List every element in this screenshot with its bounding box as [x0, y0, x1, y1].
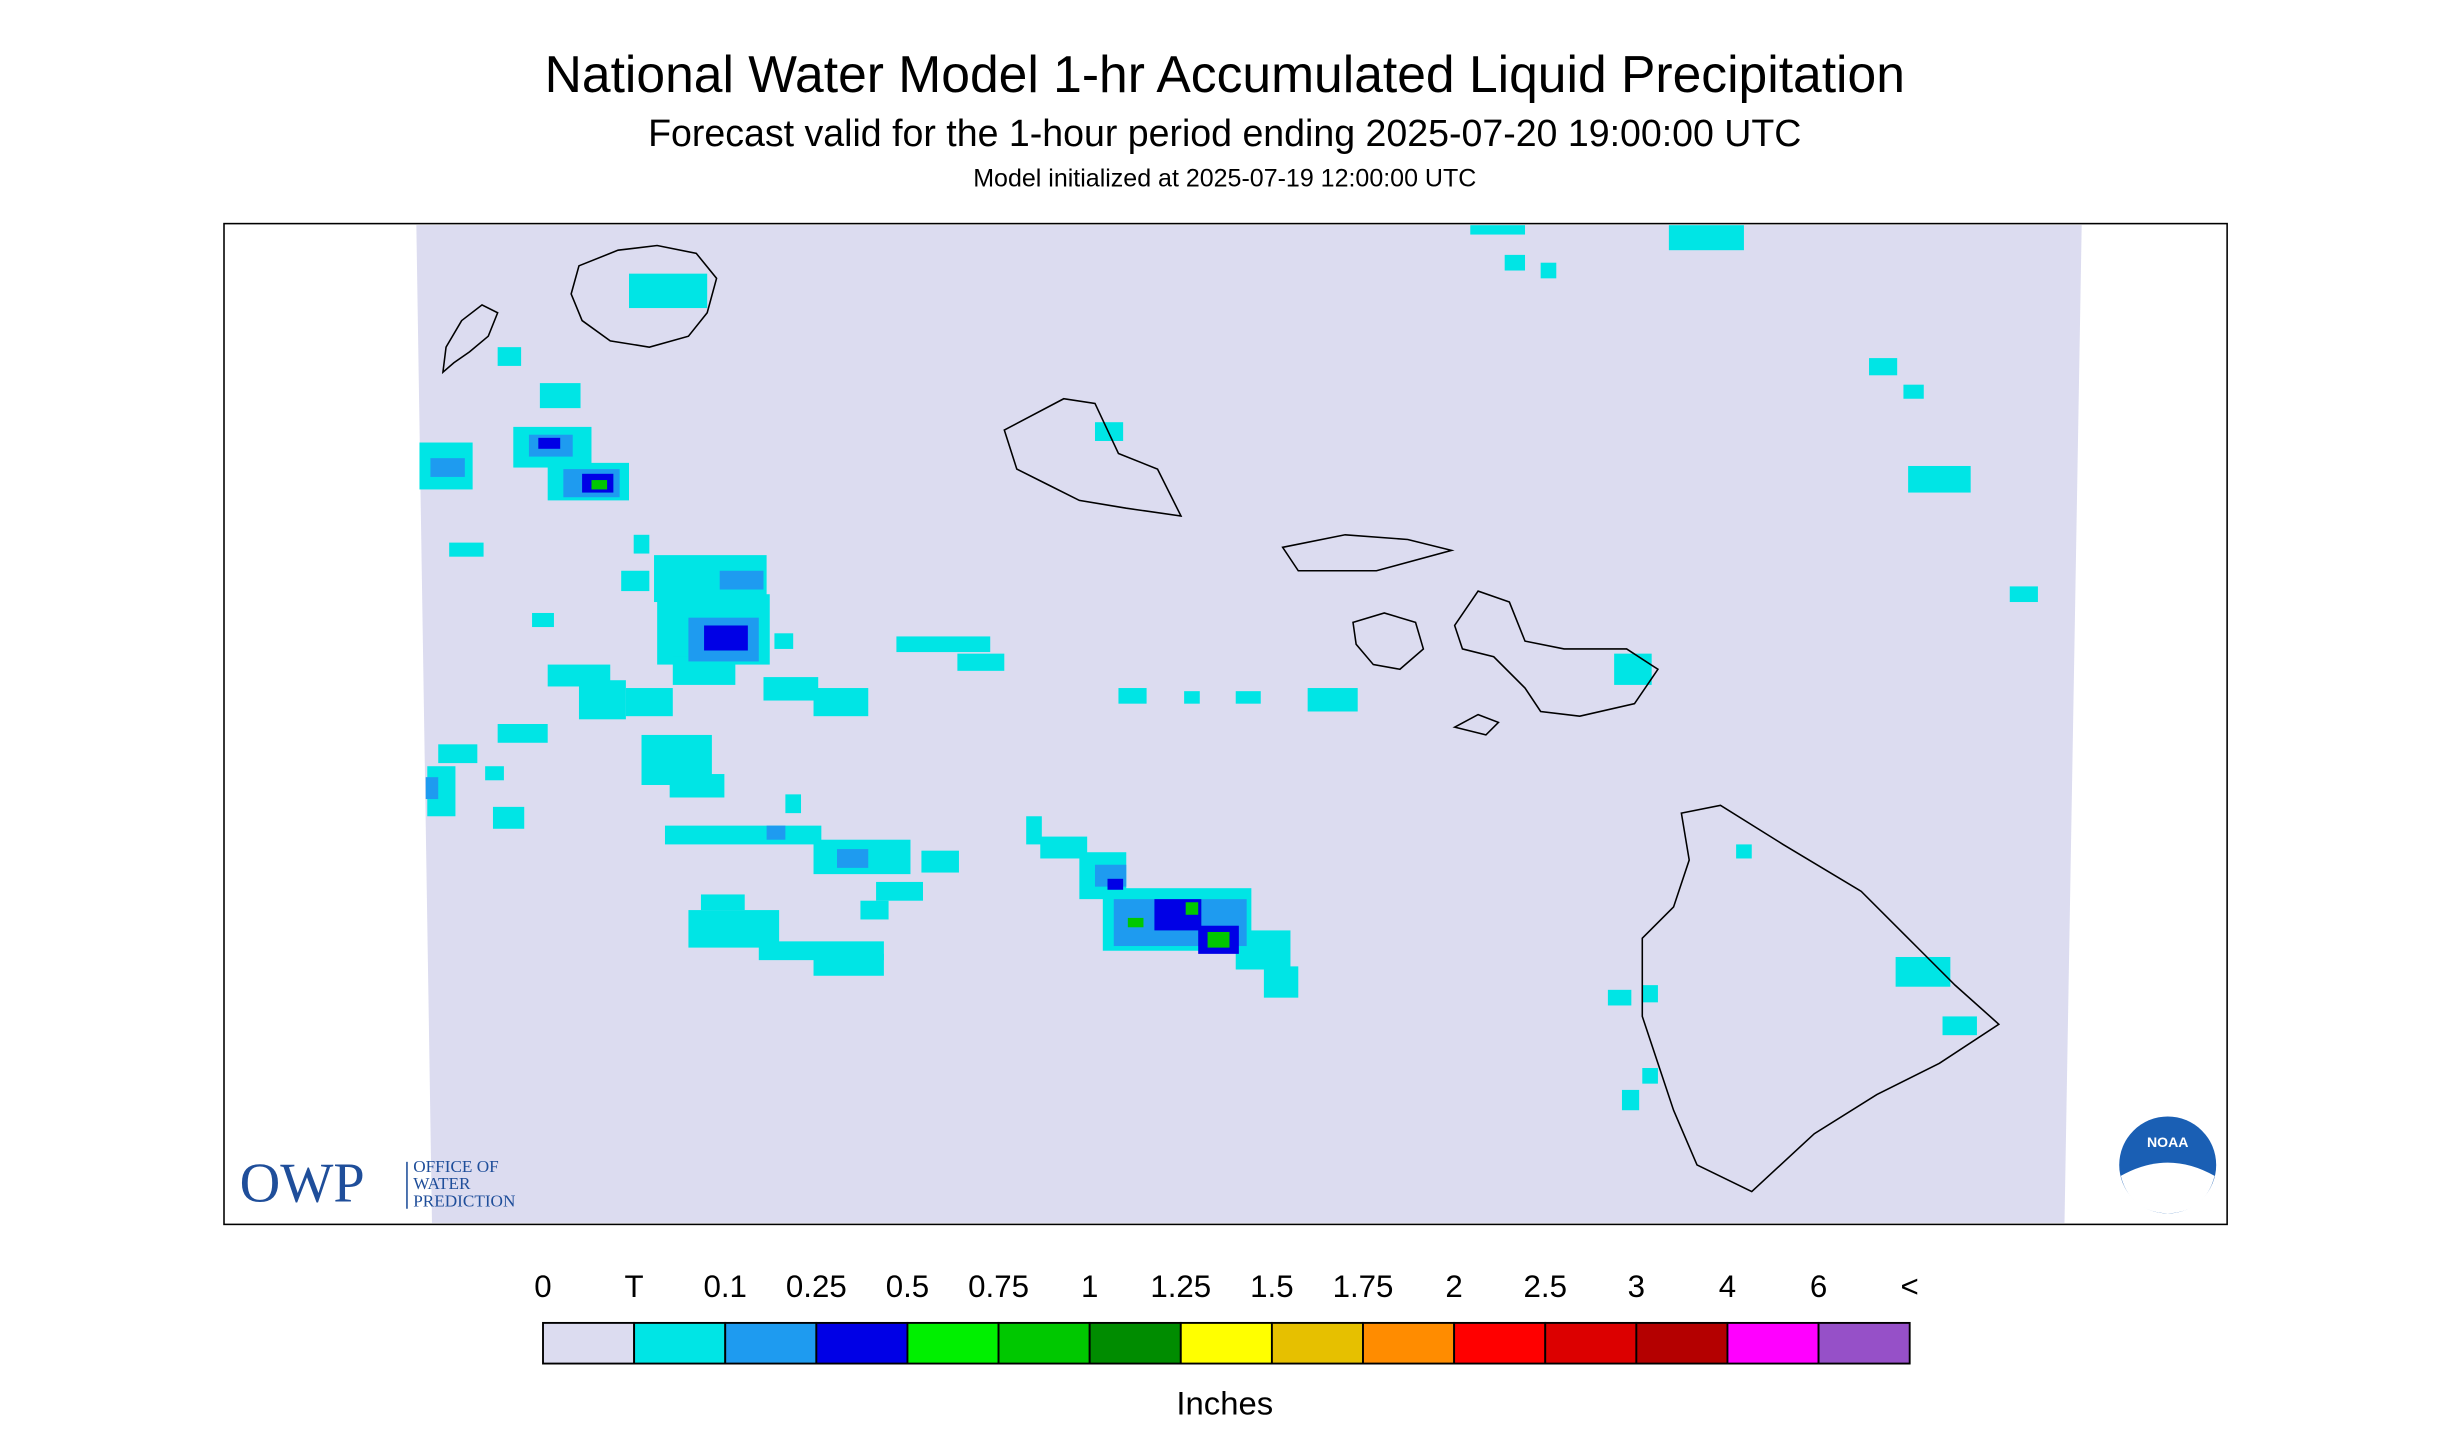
- noaa-text: NOAA: [2147, 1134, 2188, 1150]
- legend-swatch: [542, 1321, 636, 1365]
- legend-label: 1: [1081, 1269, 1098, 1304]
- coastlines: [441, 244, 2001, 1193]
- owp-text: PREDICTION: [413, 1191, 516, 1210]
- legend-swatch: [633, 1321, 727, 1365]
- legend-swatch: [1726, 1321, 1820, 1365]
- init-time: Model initialized at 2025-07-19 12:00:00…: [973, 164, 1476, 192]
- legend-label: 0.25: [786, 1269, 847, 1304]
- legend-label: 0.5: [886, 1269, 929, 1304]
- legend-swatch: [1088, 1321, 1182, 1365]
- legend-label: 0: [534, 1269, 551, 1304]
- legend-label: 0.1: [703, 1269, 746, 1304]
- precip-very-heavy: [591, 480, 1230, 948]
- legend-swatch: [1270, 1321, 1364, 1365]
- legend-label: 0.75: [968, 1269, 1029, 1304]
- legend-swatch: [1635, 1321, 1729, 1365]
- legend-swatch: [724, 1321, 818, 1365]
- legend-label: <: [1901, 1269, 1919, 1304]
- noaa-wave: [2120, 1162, 2215, 1214]
- owp-text: OFFICE OF: [413, 1157, 498, 1176]
- map-domain: [416, 225, 2082, 1223]
- legend-label: 4: [1719, 1269, 1736, 1304]
- legend-swatch: [1179, 1321, 1273, 1365]
- legend-swatch: [815, 1321, 909, 1365]
- legend-label: 2: [1445, 1269, 1462, 1304]
- legend-swatch: [997, 1321, 1091, 1365]
- legend-swatch: [1544, 1321, 1638, 1365]
- legend-label: 1.75: [1333, 1269, 1394, 1304]
- legend-label: 6: [1810, 1269, 1827, 1304]
- legend-label: 2.5: [1524, 1269, 1567, 1304]
- legend-swatch: [1453, 1321, 1547, 1365]
- legend: 0 T 0.1 0.25 0.5 0.75 1 1.25 1.5 1.75 2 2.5 3 4 6 <: [534, 1269, 1919, 1365]
- legend-swatch: [1817, 1321, 1911, 1365]
- legend-label: T: [625, 1269, 644, 1304]
- owp-text: WATER: [413, 1174, 471, 1193]
- legend-label: 1.25: [1150, 1269, 1211, 1304]
- legend-label: 3: [1628, 1269, 1645, 1304]
- legend-swatch: [906, 1321, 1000, 1365]
- title: National Water Model 1-hr Accumulated Li…: [545, 45, 1905, 103]
- legend-label: 1.5: [1250, 1269, 1293, 1304]
- legend-swatch: [1362, 1321, 1456, 1365]
- owp-logo: OWP: [240, 1152, 365, 1214]
- legend-unit: Inches: [1176, 1384, 1273, 1421]
- subtitle: Forecast valid for the 1-hour period end…: [648, 112, 1801, 154]
